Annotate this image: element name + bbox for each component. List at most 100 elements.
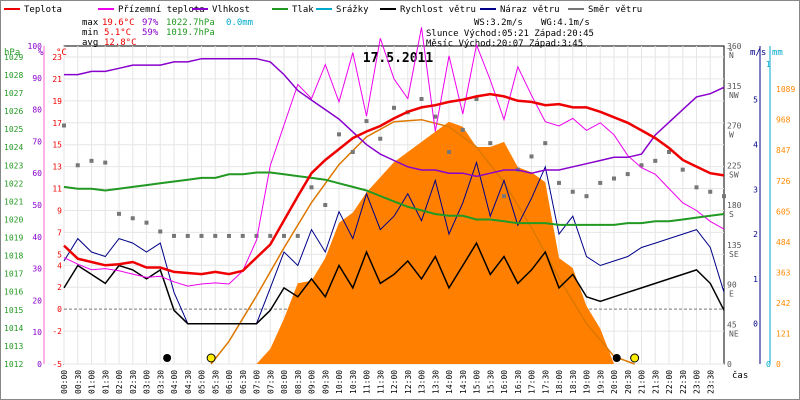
time-tick-label: 16:00 <box>500 370 509 394</box>
legend-label-naraz-vetru: Náraz větru <box>500 5 560 15</box>
pct-axis-label: % <box>38 48 44 58</box>
time-tick-label: 08:00 <box>280 370 289 394</box>
info-wind-gust: WG:4.1m/s <box>541 18 590 28</box>
wind-direction-point <box>708 189 713 194</box>
pct-tick-label: 60 <box>32 169 42 178</box>
wind-direction-point <box>268 233 273 238</box>
sun-tick-label: 1089 <box>776 85 795 94</box>
info-moon: Měsíc Východ:20:07 Západ:3:45 <box>426 39 583 49</box>
sun-tick-label: 605 <box>776 207 791 216</box>
degc-tick-label: 19 <box>52 97 62 106</box>
wind-direction-point <box>570 189 575 194</box>
wind-direction-point <box>89 158 94 163</box>
wind-direction-point <box>227 233 231 238</box>
pct-tick-label: 80 <box>32 106 42 115</box>
pct-tick-label: 50 <box>32 201 42 210</box>
sun-tick-label: 0 <box>776 360 781 369</box>
wind-direction-point <box>130 216 135 221</box>
hpa-tick-label: 1026 <box>4 107 23 116</box>
time-tick-label: 04:30 <box>184 370 193 394</box>
stats-max-temp: 19.6°C <box>102 18 135 28</box>
wind-direction-point <box>598 180 603 185</box>
degc-tick-label: 2 <box>57 283 62 292</box>
time-tick-label: 12:30 <box>404 370 413 394</box>
info-block: WS:3.2m/s WG:4.1m/s Slunce Východ:05:21 … <box>426 18 594 49</box>
time-tick-label: 17:00 <box>528 370 537 394</box>
stats-min-press: 1019.7hPa <box>166 28 215 38</box>
direction-tick-label: N <box>729 51 734 60</box>
wind-direction-point <box>337 132 341 137</box>
stats-min-temp: 5.1°C <box>104 28 131 38</box>
direction-tick-label: S <box>729 210 734 219</box>
sun-tick-label: 847 <box>776 146 791 155</box>
hpa-tick-label: 1020 <box>4 215 23 224</box>
wind-direction-point <box>584 194 589 199</box>
solar-radiation-area <box>256 121 614 364</box>
direction-tick-label: SE <box>729 250 739 259</box>
temperature-line <box>63 92 725 276</box>
mm-axis-label: mm <box>772 48 783 58</box>
hpa-tick-label: 1014 <box>4 324 23 333</box>
direction-tick-label: 315 <box>727 82 742 91</box>
axis-labels: 00:00 00:30 01:00 01:30 02:00 02:30 03:00 03:30… <box>4 42 795 394</box>
time-tick-label: 04:00 <box>170 370 179 394</box>
direction-tick-label: E <box>729 290 734 299</box>
info-sun: Slunce Východ:05:21 Západ:20:45 <box>426 29 594 39</box>
wind-direction-point <box>158 229 163 234</box>
deg-axis-label: ° <box>728 48 733 58</box>
wind-direction-point <box>172 233 176 238</box>
stats-min-hum: 59% <box>142 28 159 38</box>
wind-direction-point <box>529 154 534 159</box>
ms-axis-label: m/s <box>750 48 766 58</box>
wind-direction-point <box>323 203 328 207</box>
humidity-line <box>64 57 725 178</box>
degc-tick-label: 17 <box>52 119 62 128</box>
wind-direction-point <box>103 160 108 165</box>
wind-direction-point <box>213 233 218 238</box>
degc-tick-label: 5 <box>57 250 62 259</box>
wind-direction-point <box>488 141 493 146</box>
time-tick-label: 08:30 <box>294 370 303 394</box>
hpa-tick-label: 1012 <box>4 360 23 369</box>
direction-tick-label: 45 <box>727 320 737 329</box>
pct-tick-label: 100 <box>28 42 43 51</box>
x-axis-label: čas <box>732 370 748 381</box>
chart-title: 17.5.2011 <box>363 51 434 66</box>
time-tick-label: 23:30 <box>706 370 715 394</box>
wind-gust-line <box>63 160 725 325</box>
direction-tick-label: NW <box>729 91 739 100</box>
time-tick-label: 09:30 <box>321 370 330 394</box>
time-tick-label: 12:00 <box>390 370 399 394</box>
time-tick-label: 10:00 <box>335 370 344 394</box>
wind-direction-point <box>309 185 314 190</box>
time-tick-label: 06:00 <box>225 370 234 394</box>
wind-direction-point <box>447 150 451 154</box>
stats-max-rain: 0.0mm <box>226 18 253 28</box>
pct-tick-label: 70 <box>32 137 42 146</box>
ms-tick-label: 1 <box>753 275 758 284</box>
time-tick-label: 14:00 <box>445 370 454 394</box>
wind-direction-point <box>117 211 121 216</box>
hpa-tick-label: 1019 <box>4 234 23 243</box>
ground-temperature-line <box>63 27 725 287</box>
wind-direction-point <box>502 194 506 199</box>
direction-tick-label: W <box>729 131 734 140</box>
stats-max-label: max <box>82 18 99 28</box>
sun-tick-label: 363 <box>776 268 791 277</box>
time-tick-label: 00:30 <box>74 370 83 394</box>
wind-speed-line <box>63 241 725 325</box>
hpa-tick-label: 1018 <box>4 252 23 261</box>
time-tick-label: 11:00 <box>363 370 372 394</box>
time-tick-label: 18:30 <box>569 370 578 394</box>
stats-max-press: 1022.7hPa <box>166 18 215 28</box>
wind-direction-point <box>653 158 658 163</box>
wind-direction-point <box>433 114 438 119</box>
legend-label-tlak: Tlak <box>292 5 314 15</box>
time-tick-label: 18:00 <box>555 370 564 394</box>
pct-tick-label: 40 <box>32 233 42 242</box>
sun-marker <box>206 353 216 363</box>
hpa-tick-label: 1013 <box>4 342 23 351</box>
sun-tick-label: 121 <box>776 329 791 338</box>
hpa-tick-label: 1021 <box>4 197 23 206</box>
